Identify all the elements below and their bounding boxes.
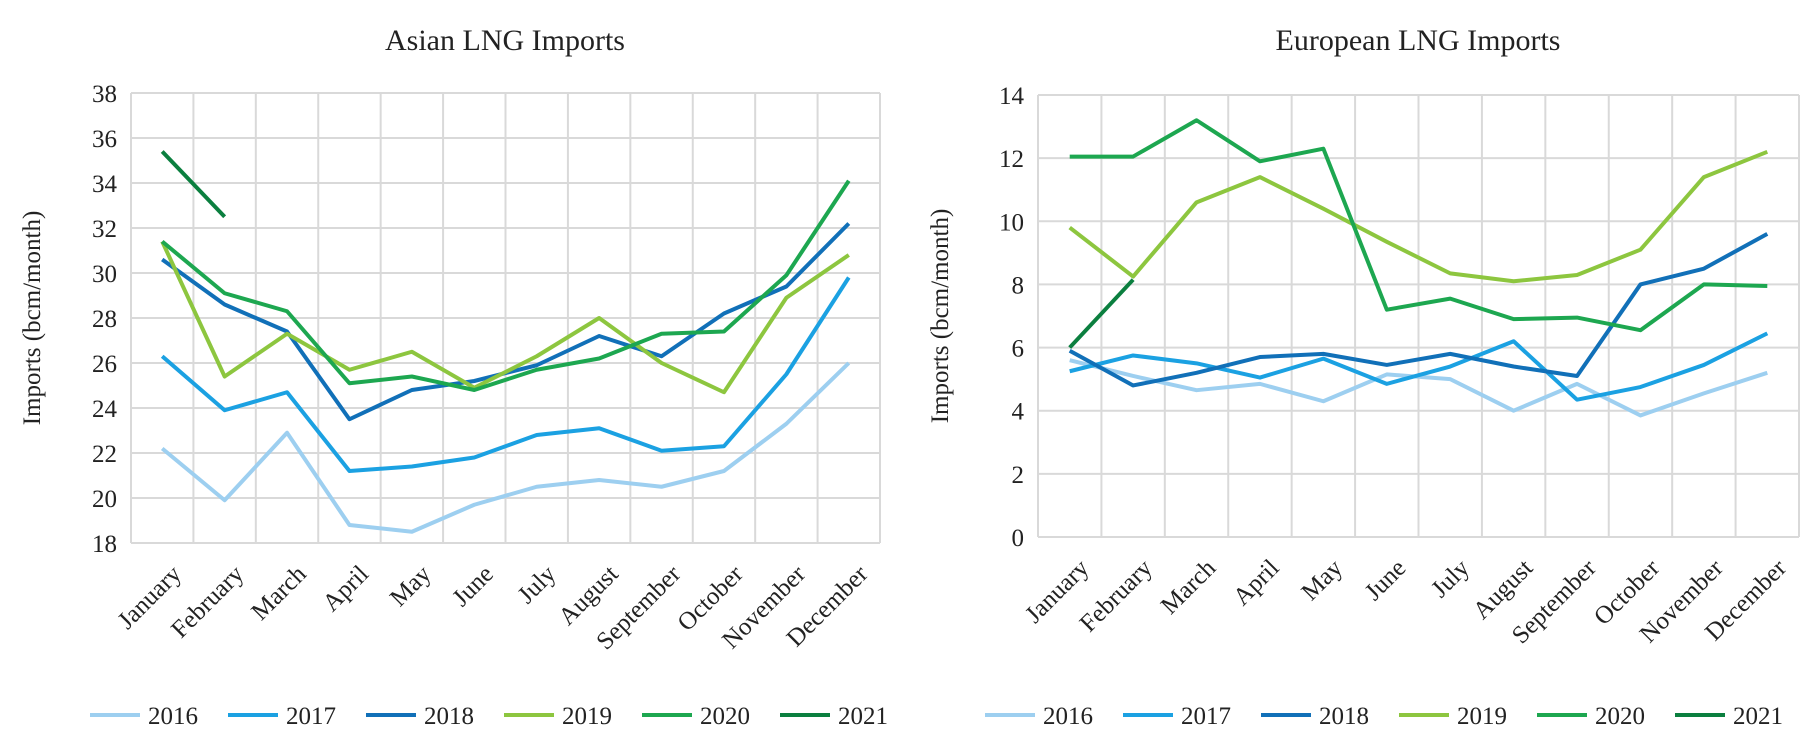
series-line-2019	[160, 240, 850, 395]
y-tick-label: 14	[999, 83, 1025, 110]
x-tick-label: May	[385, 560, 437, 612]
x-tick-label: July	[513, 560, 562, 609]
y-tick-label: 28	[92, 306, 117, 333]
y-tick-label: 10	[999, 209, 1024, 236]
x-tick-label: July	[1426, 554, 1475, 603]
y-tick-label: 4	[1012, 399, 1025, 426]
legend-label: 2017	[286, 703, 336, 730]
y-tick-label: 30	[92, 261, 117, 288]
series-line-2018	[1068, 232, 1769, 388]
legend-label: 2021	[838, 703, 888, 730]
legend-label: 2016	[148, 703, 198, 730]
y-tick-label: 34	[92, 171, 118, 198]
y-tick-label: 2	[1012, 462, 1025, 489]
series-line-2021	[1068, 278, 1135, 349]
y-tick-label: 0	[1012, 525, 1025, 552]
legend-label: 2020	[700, 703, 750, 730]
legend-label: 2019	[1457, 703, 1507, 730]
series-line-2020	[1069, 118, 1768, 333]
y-tick-label: 32	[92, 216, 117, 243]
y-tick-label: 20	[92, 486, 117, 513]
y-tick-label: 26	[92, 351, 117, 378]
x-tick-label: April	[318, 560, 374, 616]
legend-label: 2019	[562, 703, 612, 730]
x-tick-label: April	[1228, 554, 1284, 610]
legend-label: 2020	[1595, 703, 1645, 730]
x-tick-label: March	[246, 560, 312, 626]
x-tick-label: June	[447, 561, 498, 612]
series-line-2017	[160, 276, 851, 473]
series-line-2019	[1068, 149, 1769, 284]
series-line-2020	[160, 179, 851, 392]
y-axis-label: Imports (bcm/month)	[927, 209, 954, 424]
legend-label: 2016	[1043, 703, 1093, 730]
legend-label: 2018	[424, 703, 474, 730]
y-tick-label: 8	[1012, 272, 1025, 299]
legend-label: 2017	[1181, 703, 1231, 730]
series-line-2021	[160, 150, 227, 219]
chart-title: Asian LNG Imports	[385, 24, 625, 57]
y-tick-label: 18	[92, 531, 117, 558]
x-tick-label: March	[1156, 554, 1222, 620]
y-tick-label: 22	[92, 441, 117, 468]
y-tick-label: 6	[1012, 336, 1025, 363]
x-tick-label: May	[1296, 554, 1348, 606]
european-lng-chart: European LNG Imports02468101214JanuaryFe…	[927, 24, 1800, 730]
y-tick-label: 38	[92, 81, 117, 108]
legend-label: 2021	[1733, 703, 1783, 730]
series-line-2017	[1069, 331, 1769, 402]
y-axis-label: Imports (bcm/month)	[19, 211, 46, 426]
series-line-2016	[160, 361, 851, 534]
legend-label: 2018	[1319, 703, 1369, 730]
chart-title: European LNG Imports	[1276, 24, 1561, 57]
y-tick-label: 24	[92, 396, 118, 423]
x-tick-label: June	[1360, 555, 1411, 606]
asian-lng-chart: Asian LNG Imports 18 20 22 24 26 28 30 32 34 36 38 J…	[19, 24, 888, 730]
y-tick-label: 36	[92, 126, 117, 153]
y-tick-label: 12	[999, 146, 1024, 173]
